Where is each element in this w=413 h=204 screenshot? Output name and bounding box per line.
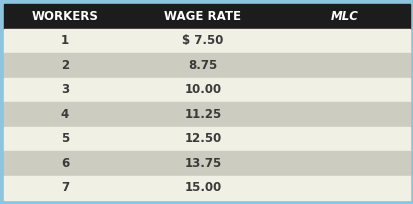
Text: 4: 4: [61, 108, 69, 121]
Text: 6: 6: [61, 157, 69, 170]
Text: WORKERS: WORKERS: [31, 10, 98, 23]
Text: 13.75: 13.75: [184, 157, 221, 170]
Text: 10.00: 10.00: [184, 83, 221, 96]
Text: 7: 7: [61, 181, 69, 194]
Bar: [4, 126, 409, 151]
Text: 15.00: 15.00: [184, 181, 221, 194]
Bar: [4, 4, 409, 29]
Text: 3: 3: [61, 83, 69, 96]
Text: WAGE RATE: WAGE RATE: [164, 10, 241, 23]
Text: 5: 5: [61, 132, 69, 145]
Text: 8.75: 8.75: [188, 59, 217, 72]
Text: 2: 2: [61, 59, 69, 72]
Text: 12.50: 12.50: [184, 132, 221, 145]
Text: MLC: MLC: [330, 10, 358, 23]
Bar: [4, 78, 409, 102]
Bar: [4, 53, 409, 78]
Text: 1: 1: [61, 34, 69, 47]
Text: $ 7.50: $ 7.50: [182, 34, 223, 47]
Bar: [4, 175, 409, 200]
Bar: [4, 102, 409, 126]
Text: 11.25: 11.25: [184, 108, 221, 121]
Bar: [4, 29, 409, 53]
Bar: [4, 151, 409, 175]
